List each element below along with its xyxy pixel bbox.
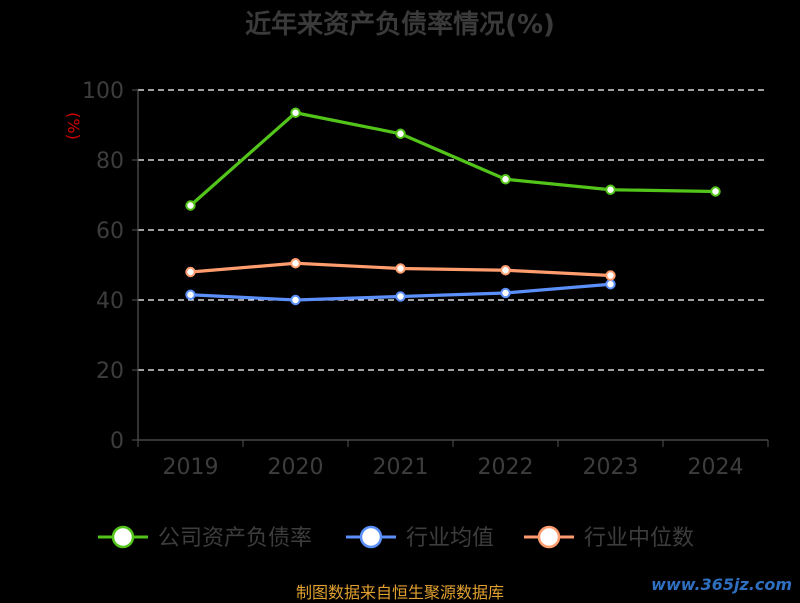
data-point — [605, 270, 616, 281]
grid-lines — [138, 89, 768, 371]
data-point — [395, 291, 406, 302]
legend-marker — [359, 525, 383, 549]
y-tick-label: 80 — [96, 149, 124, 174]
data-point — [500, 265, 511, 276]
chart-title: 近年来资产负债率情况(%) — [245, 10, 555, 40]
x-tick-label: 2021 — [373, 455, 429, 480]
x-tick-label: 2023 — [583, 455, 639, 480]
data-point — [185, 266, 196, 278]
data-point — [710, 186, 721, 197]
series-lines — [185, 107, 721, 306]
x-tick-label: 2020 — [268, 455, 324, 480]
data-point — [395, 263, 406, 274]
legend-label: 公司资产负债率 — [158, 526, 312, 551]
legend-label: 行业中位数 — [584, 526, 694, 551]
x-tick-label: 2024 — [688, 455, 744, 480]
x-tick-label: 2022 — [478, 455, 534, 480]
y-tick-label: 0 — [110, 429, 124, 454]
data-point — [185, 289, 196, 300]
legend-label: 行业均值 — [406, 526, 494, 551]
data-point — [290, 258, 301, 269]
y-axis-label: (%) — [64, 112, 83, 140]
data-point — [500, 174, 511, 185]
data-point — [290, 294, 301, 306]
series-line — [189, 111, 716, 207]
data-point — [290, 107, 301, 118]
data-point — [395, 128, 406, 139]
data-point — [605, 184, 616, 195]
y-tick-label: 40 — [96, 289, 124, 314]
legend-marker — [537, 525, 561, 549]
data-source-note: 制图数据来自恒生聚源数据库 — [295, 583, 504, 602]
x-tick-label: 2019 — [163, 455, 219, 480]
y-tick-label: 60 — [96, 219, 124, 244]
watermark-text: www.365jz.com — [651, 575, 792, 594]
data-point — [185, 200, 196, 211]
y-tick-label: 100 — [82, 79, 124, 104]
y-tick-label: 20 — [96, 359, 124, 384]
axes: 0 20 40 60 80 100 2019 2020 2021 2022 2023 2024 (%) — [64, 79, 769, 480]
data-point — [605, 279, 616, 290]
legend: 公司资产负债率 行业均值 行业中位数 — [98, 525, 694, 551]
data-point — [500, 287, 511, 299]
legend-marker — [111, 525, 135, 549]
